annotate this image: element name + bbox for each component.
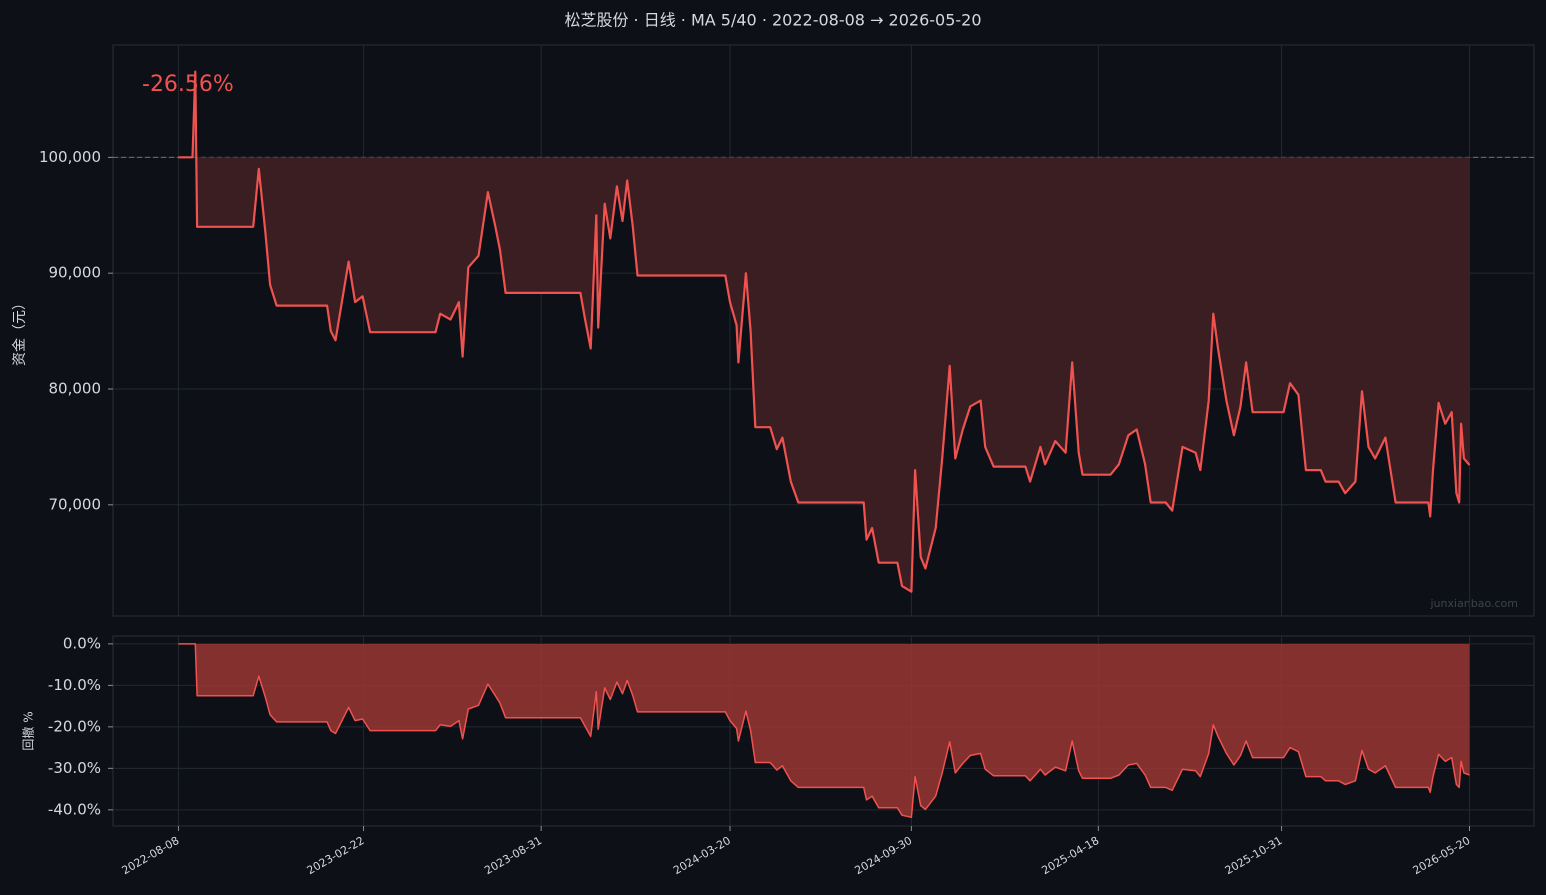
y-axis-label: 回撤 % xyxy=(21,711,36,750)
y-axis-label: 资金（元） xyxy=(12,296,28,366)
y-tick-label: 0.0% xyxy=(63,634,101,652)
return-annotation: -26.56% xyxy=(142,72,234,97)
y-tick-label: -10.0% xyxy=(48,676,101,694)
y-tick-label: -30.0% xyxy=(48,759,101,777)
y-tick-label: 80,000 xyxy=(49,379,102,397)
y-tick-label: 100,000 xyxy=(39,148,101,166)
watermark: junxianbao.com xyxy=(1429,597,1518,610)
y-tick-label: -40.0% xyxy=(48,800,101,818)
area-fill xyxy=(178,71,1470,592)
line xyxy=(178,643,1470,819)
y-tick-label: -20.0% xyxy=(48,717,101,735)
line xyxy=(178,70,1471,593)
y-tick-label: 70,000 xyxy=(49,495,102,513)
y-tick-label: 90,000 xyxy=(49,264,102,282)
area-fill xyxy=(178,643,1470,818)
chart-title: 松芝股份 · 日线 · MA 5/40 · 2022-08-08 → 2026-… xyxy=(564,11,981,30)
plot-frame xyxy=(112,635,1535,827)
plot-frame xyxy=(112,44,1535,617)
